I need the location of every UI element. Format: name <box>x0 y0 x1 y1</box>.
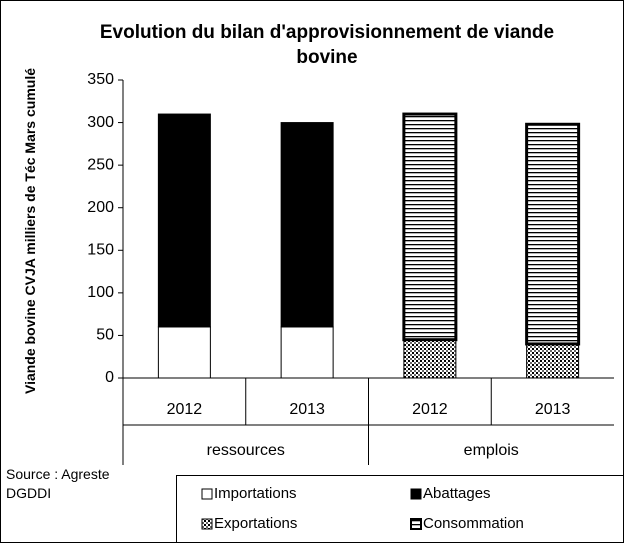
bar-segment <box>157 113 211 328</box>
y-tick-label: 350 <box>87 71 114 88</box>
bar-segment <box>526 343 580 379</box>
x-tick-label: 2013 <box>289 401 325 418</box>
legend-swatch <box>410 518 422 530</box>
y-tick-label: 300 <box>87 114 114 131</box>
chart-title: Evolution du bilan d'approvisionnement d… <box>99 22 555 68</box>
group-label: ressources <box>207 442 285 459</box>
y-tick-label: 250 <box>87 156 114 173</box>
x-tick-label: 2013 <box>535 401 571 418</box>
legend-swatch <box>410 488 422 500</box>
y-tick-label: 0 <box>105 369 114 386</box>
x-tick-label: 2012 <box>412 401 448 418</box>
x-tick-label: 2012 <box>167 401 203 418</box>
y-tick-label: 200 <box>87 199 114 216</box>
bar-segment <box>280 122 334 328</box>
y-tick-label: 150 <box>87 242 114 259</box>
group-label: emplois <box>464 442 519 459</box>
legend-label: Consommation <box>423 515 524 532</box>
source-note: Source : Agreste DGDDI <box>6 466 110 501</box>
bar-segment <box>157 326 211 379</box>
legend-swatch <box>201 488 213 500</box>
bar-segment <box>402 112 458 342</box>
y-tick-label: 100 <box>87 284 114 301</box>
legend-box <box>176 475 624 543</box>
y-tick-label: 50 <box>96 327 114 344</box>
legend-label: Abattages <box>423 485 491 502</box>
y-axis-label: Viande bovine CVJA milliers de Téc Mars … <box>22 68 38 395</box>
bar-segment <box>525 122 581 346</box>
legend-label: Exportations <box>214 515 297 532</box>
legend-swatch <box>201 518 213 530</box>
bar-segment <box>280 326 334 379</box>
legend-label: Importations <box>214 485 297 502</box>
bar-segment <box>403 339 457 379</box>
